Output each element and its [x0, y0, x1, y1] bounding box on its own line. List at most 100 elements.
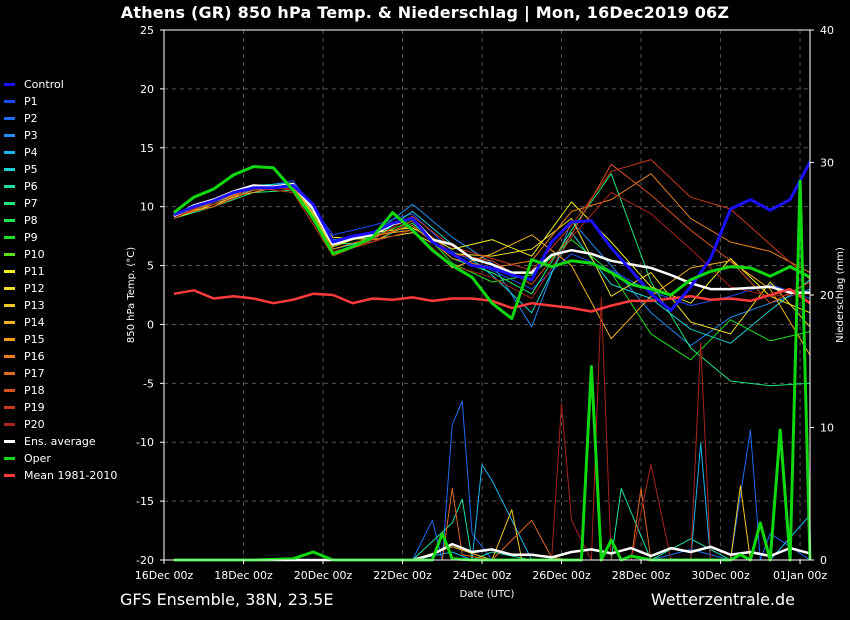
legend-item: Ens. average — [4, 433, 117, 450]
legend-label: P8 — [24, 214, 38, 227]
legend-swatch — [4, 253, 15, 256]
legend-item: P16 — [4, 348, 117, 365]
legend-swatch — [4, 185, 15, 188]
legend-item: Mean 1981-2010 — [4, 467, 117, 484]
legend-item: P13 — [4, 297, 117, 314]
legend-label: P20 — [24, 418, 45, 431]
legend-swatch — [4, 287, 15, 290]
x-tick-label: 18Dec 00z — [214, 569, 273, 582]
legend-swatch — [4, 457, 15, 460]
legend-label: P1 — [24, 95, 38, 108]
y-tick-label: -15 — [136, 495, 154, 508]
legend-item: P12 — [4, 280, 117, 297]
legend-swatch — [4, 236, 15, 239]
legend-label: P4 — [24, 146, 38, 159]
y-tick-label: 25 — [140, 24, 154, 37]
y-axis-title: 850 hPa Temp. (°C) — [126, 247, 137, 343]
legend-swatch — [4, 83, 15, 86]
legend: Control P1 P2 P3 P4 P5 P6 P7 P8 P9 P10 P11 P12 P13 P14… — [4, 76, 117, 484]
series-temp-p7 — [173, 173, 811, 387]
source-credit: Wetterzentrale.de — [650, 590, 795, 609]
series-temp-oper — [172, 165, 811, 321]
legend-label: P2 — [24, 112, 38, 125]
y-tick-label: 0 — [147, 318, 154, 331]
y2-tick-label: 20 — [820, 289, 834, 302]
legend-swatch — [4, 389, 15, 392]
legend-swatch — [4, 202, 15, 205]
chart-title: Athens (GR) 850 hPa Temp. & Niederschlag… — [120, 3, 730, 22]
legend-swatch — [4, 440, 15, 443]
legend-swatch — [4, 355, 15, 358]
y2-tick-label: 40 — [820, 24, 834, 37]
legend-label: P3 — [24, 129, 38, 142]
legend-item: P11 — [4, 263, 117, 280]
legend-item: P17 — [4, 365, 117, 382]
y2-tick-label: 30 — [820, 157, 834, 170]
legend-swatch — [4, 100, 15, 103]
series-temp-p20 — [173, 185, 811, 299]
y2-axis-title: Niederschlag (mm) — [835, 247, 846, 343]
y-tick-label: 10 — [140, 201, 154, 214]
legend-label: P19 — [24, 401, 45, 414]
legend-item: P2 — [4, 110, 117, 127]
legend-item: P1 — [4, 93, 117, 110]
model-info: GFS Ensemble, 38N, 23.5E — [120, 590, 334, 609]
legend-item: Oper — [4, 450, 117, 467]
legend-label: P7 — [24, 197, 38, 210]
legend-item: P5 — [4, 161, 117, 178]
legend-swatch — [4, 168, 15, 171]
series-temp-p9 — [173, 187, 811, 361]
legend-label: P12 — [24, 282, 45, 295]
legend-item: P4 — [4, 144, 117, 161]
series-precip-oper — [173, 179, 812, 562]
legend-swatch — [4, 406, 15, 409]
y-tick-label: 20 — [140, 83, 154, 96]
series-precip-p20 — [531, 297, 810, 561]
legend-swatch — [4, 151, 15, 154]
legend-label: P17 — [24, 367, 45, 380]
legend-item: P18 — [4, 382, 117, 399]
y2-tick-label: 0 — [820, 554, 827, 567]
series-layer — [172, 159, 812, 562]
x-axis-title: Date (UTC) — [460, 589, 515, 600]
y2-tick-label: 10 — [820, 422, 834, 435]
legend-label: Oper — [24, 452, 51, 465]
legend-label: Ens. average — [24, 435, 96, 448]
legend-swatch — [4, 474, 15, 477]
legend-item: P20 — [4, 416, 117, 433]
legend-swatch — [4, 338, 15, 341]
legend-label: P13 — [24, 299, 45, 312]
legend-swatch — [4, 321, 15, 324]
legend-swatch — [4, 134, 15, 137]
series-temp-p12 — [173, 185, 811, 335]
legend-item: P9 — [4, 229, 117, 246]
series-temp-p5 — [173, 182, 811, 344]
series-temp-control — [173, 161, 812, 312]
legend-item: P6 — [4, 178, 117, 195]
x-tick-label: 20Dec 00z — [294, 569, 353, 582]
legend-label: P9 — [24, 231, 38, 244]
y-tick-label: 5 — [147, 260, 154, 273]
x-tick-label: 16Dec 00z — [135, 569, 194, 582]
legend-label: P11 — [24, 265, 45, 278]
x-tick-label: 01Jan 00z — [773, 569, 827, 582]
legend-item: P8 — [4, 212, 117, 229]
series-temp-p19 — [173, 159, 811, 281]
legend-swatch — [4, 372, 15, 375]
x-tick-label: 26Dec 00z — [532, 569, 591, 582]
legend-swatch — [4, 304, 15, 307]
axes: 25 20 15 10 5 0 -5 -10 -15 -20 40 30 20 10 0 16Dec 00z 1… — [126, 24, 846, 600]
x-tick-label: 30Dec 00z — [691, 569, 750, 582]
series-precip-p2 — [412, 400, 811, 561]
legend-label: P14 — [24, 316, 45, 329]
y-tick-label: -20 — [136, 554, 154, 567]
legend-item: P19 — [4, 399, 117, 416]
legend-swatch — [4, 270, 15, 273]
legend-item: P10 — [4, 246, 117, 263]
legend-label: P6 — [24, 180, 38, 193]
legend-item: Control — [4, 76, 117, 93]
legend-label: P15 — [24, 333, 45, 346]
x-tick-label: 28Dec 00z — [612, 569, 671, 582]
legend-item: P7 — [4, 195, 117, 212]
